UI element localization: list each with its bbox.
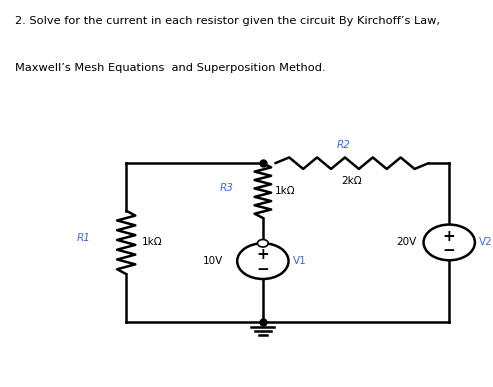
Text: 1kΩ: 1kΩ <box>275 185 296 195</box>
Text: 2. Solve for the current in each resistor given the circuit By Kirchoff’s Law,: 2. Solve for the current in each resisto… <box>15 16 440 26</box>
Text: 20V: 20V <box>397 237 417 247</box>
Circle shape <box>423 224 475 260</box>
Text: V2: V2 <box>479 237 493 247</box>
Text: +: + <box>443 229 456 243</box>
Text: 2kΩ: 2kΩ <box>342 176 362 186</box>
Text: 1kΩ: 1kΩ <box>142 237 163 247</box>
Circle shape <box>237 243 288 279</box>
Text: R2: R2 <box>337 140 351 150</box>
Text: +: + <box>256 247 269 262</box>
Text: −: − <box>443 243 456 258</box>
Text: −: − <box>256 262 269 277</box>
Text: R1: R1 <box>77 233 91 243</box>
Text: Maxwell’s Mesh Equations  and Superposition Method.: Maxwell’s Mesh Equations and Superpositi… <box>15 63 325 73</box>
Text: R3: R3 <box>220 183 234 193</box>
Text: 10V: 10V <box>203 256 223 266</box>
Text: V1: V1 <box>293 256 307 266</box>
Circle shape <box>257 240 268 247</box>
